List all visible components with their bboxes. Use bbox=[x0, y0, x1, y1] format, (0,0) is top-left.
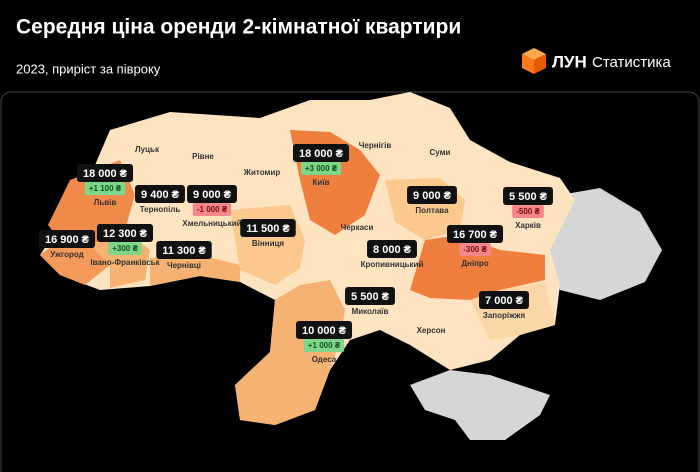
price-box bbox=[503, 187, 553, 205]
city-name: Запоріжжя bbox=[483, 311, 526, 320]
price: 12 300 ₴ bbox=[103, 228, 148, 240]
city-name: Харків bbox=[515, 221, 541, 230]
change: +300 ₴ bbox=[112, 244, 138, 253]
crimea bbox=[410, 370, 550, 440]
price: 16 700 ₴ bbox=[453, 229, 498, 241]
price: 9 000 ₴ bbox=[193, 189, 232, 201]
change: +3 000 ₴ bbox=[305, 164, 338, 173]
brand-section: Статистика bbox=[592, 54, 671, 71]
city-name: Тернопіль bbox=[140, 205, 181, 214]
region-label: Рівне bbox=[192, 152, 214, 161]
city-name: Львів bbox=[94, 198, 117, 207]
city-marker: 18 000 ₴ +1 100 ₴ Львів bbox=[76, 164, 134, 207]
city-marker: 11 300 ₴ Чернівці bbox=[156, 241, 212, 270]
map bbox=[40, 92, 662, 440]
city-name: Миколаїв bbox=[352, 307, 389, 316]
city-name: Вінниця bbox=[252, 239, 285, 248]
city-marker: 16 900 ₴ Ужгород bbox=[38, 230, 96, 259]
change: -500 ₴ bbox=[516, 207, 540, 216]
price: 18 000 ₴ bbox=[299, 148, 344, 160]
price: 11 300 ₴ bbox=[162, 245, 206, 257]
price-box bbox=[135, 185, 185, 203]
region-label: Житомир bbox=[243, 168, 281, 177]
price-box bbox=[76, 164, 134, 182]
city-marker: 16 700 ₴ -300 ₴ Дніпро bbox=[446, 225, 504, 268]
change: -1 000 ₴ bbox=[197, 205, 228, 214]
change-box bbox=[512, 205, 544, 218]
city-name: Одеса bbox=[312, 355, 337, 364]
city-name: Івано-Франківськ bbox=[90, 258, 160, 267]
price-box bbox=[407, 186, 457, 204]
region-label: Луцьк bbox=[135, 145, 160, 154]
city-name: Чернівці bbox=[167, 261, 201, 270]
city-marker: 9 400 ₴ Тернопіль bbox=[135, 185, 185, 214]
price: 18 000 ₴ bbox=[83, 168, 128, 180]
change: +1 000 ₴ bbox=[308, 341, 341, 350]
price: 5 500 ₴ bbox=[509, 191, 548, 203]
brand-logo bbox=[522, 48, 546, 74]
city-marker: 12 300 ₴ +300 ₴ Івано-Франківськ bbox=[90, 224, 161, 267]
region-label: Чернігів bbox=[359, 141, 392, 150]
city-name: Ужгород bbox=[50, 250, 83, 259]
price-box bbox=[38, 230, 96, 248]
price-box bbox=[446, 225, 504, 243]
price-box bbox=[295, 321, 353, 339]
occupied-east bbox=[545, 188, 662, 300]
city-name: Дніпро bbox=[461, 259, 488, 268]
region-dnipro bbox=[410, 235, 545, 300]
region-label: Черкаси bbox=[341, 223, 374, 232]
change-box bbox=[192, 203, 232, 216]
change-box bbox=[108, 242, 142, 255]
city-name: Київ bbox=[313, 178, 330, 187]
ukraine-base bbox=[40, 92, 575, 425]
city-marker: 5 500 ₴ -500 ₴ Харків bbox=[503, 187, 553, 230]
price: 8 000 ₴ bbox=[373, 244, 412, 256]
price: 11 500 ₴ bbox=[246, 223, 290, 235]
region-zakarpattia bbox=[40, 240, 110, 285]
city-marker: 9 000 ₴ -1 000 ₴ Хмельницький bbox=[182, 185, 242, 228]
change-box bbox=[84, 182, 126, 195]
brand: ЛУН bbox=[552, 52, 587, 71]
region-chernivtsi bbox=[150, 255, 240, 286]
city-name: Кропивницький bbox=[361, 260, 424, 269]
price-box bbox=[292, 144, 350, 162]
price: 16 900 ₴ bbox=[45, 234, 90, 246]
change: +1 100 ₴ bbox=[89, 184, 122, 193]
price-box bbox=[240, 219, 296, 237]
city-marker: 10 000 ₴ +1 000 ₴ Одеса bbox=[295, 321, 353, 364]
city-marker: 18 000 ₴ +3 000 ₴ Київ bbox=[292, 144, 350, 187]
city-marker: 8 000 ₴ Кропивницький bbox=[361, 240, 424, 269]
price: 9 400 ₴ bbox=[141, 189, 180, 201]
price-box bbox=[345, 287, 395, 305]
city-marker: 7 000 ₴ Запоріжжя bbox=[479, 291, 529, 320]
price: 5 500 ₴ bbox=[351, 291, 390, 303]
region-label: Суми bbox=[430, 148, 451, 157]
city-marker: 9 000 ₴ Полтава bbox=[407, 186, 457, 215]
title: Середня ціна оренди 2-кімнатної квартири bbox=[16, 16, 461, 39]
city-name: Полтава bbox=[415, 206, 449, 215]
price-box bbox=[187, 185, 237, 203]
change: -300 ₴ bbox=[463, 245, 487, 254]
region-odesa bbox=[235, 280, 345, 425]
city-marker: 5 500 ₴ Миколаїв bbox=[345, 287, 395, 316]
price-box bbox=[479, 291, 529, 309]
subtitle: 2023, приріст за півроку bbox=[16, 61, 161, 76]
region-label: Херсон bbox=[417, 326, 446, 335]
change-box bbox=[459, 243, 491, 256]
price-box bbox=[367, 240, 417, 258]
price: 9 000 ₴ bbox=[413, 190, 452, 202]
price: 7 000 ₴ bbox=[485, 295, 524, 307]
change-box bbox=[303, 339, 345, 352]
change-box bbox=[300, 162, 342, 175]
price-box bbox=[156, 241, 212, 259]
price: 10 000 ₴ bbox=[302, 325, 347, 337]
price-box bbox=[96, 224, 154, 242]
city-name: Хмельницький bbox=[182, 219, 241, 228]
city-marker: 11 500 ₴ Вінниця bbox=[240, 219, 296, 248]
